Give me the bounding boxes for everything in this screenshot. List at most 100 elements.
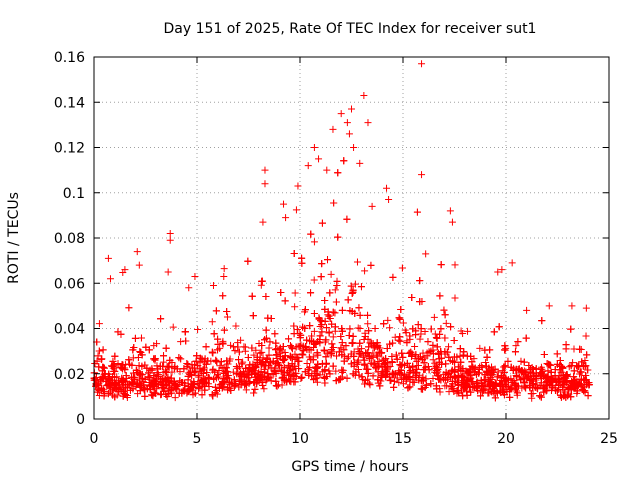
data-point bbox=[469, 363, 477, 371]
data-point bbox=[378, 363, 386, 371]
data-point bbox=[409, 362, 417, 370]
data-point bbox=[125, 356, 133, 364]
data-point bbox=[181, 379, 189, 387]
data-point bbox=[281, 355, 289, 363]
data-point bbox=[181, 328, 189, 336]
data-point bbox=[111, 379, 119, 387]
data-point bbox=[223, 374, 231, 382]
data-point bbox=[215, 366, 223, 374]
data-point bbox=[297, 374, 305, 382]
data-point bbox=[510, 377, 518, 385]
data-point-peak bbox=[446, 207, 454, 215]
data-point-peak bbox=[422, 250, 430, 258]
data-point bbox=[251, 385, 259, 393]
data-point bbox=[134, 353, 142, 361]
data-point-peak bbox=[348, 105, 355, 113]
data-point bbox=[387, 376, 395, 384]
data-point bbox=[145, 346, 153, 354]
data-point bbox=[157, 315, 165, 323]
data-point bbox=[343, 215, 351, 223]
y-tick-label: 0 bbox=[76, 412, 85, 428]
data-point bbox=[95, 363, 103, 371]
data-point bbox=[475, 365, 483, 373]
data-point-peak bbox=[329, 125, 337, 133]
data-point bbox=[286, 352, 294, 360]
data-point bbox=[460, 385, 468, 393]
data-point bbox=[285, 335, 293, 343]
data-point bbox=[321, 305, 329, 313]
data-point bbox=[318, 219, 326, 227]
data-point bbox=[263, 375, 271, 383]
data-point bbox=[243, 377, 251, 385]
data-point bbox=[241, 379, 249, 387]
data-point bbox=[202, 343, 210, 351]
data-point bbox=[347, 360, 355, 368]
data-point-peak bbox=[498, 266, 506, 274]
data-point bbox=[333, 352, 341, 360]
data-point bbox=[232, 322, 240, 330]
data-point bbox=[94, 352, 102, 360]
data-point bbox=[344, 296, 352, 304]
data-point bbox=[361, 380, 369, 388]
data-point bbox=[465, 368, 473, 376]
data-point bbox=[536, 392, 544, 400]
data-point bbox=[114, 328, 122, 336]
data-point-peak bbox=[294, 182, 302, 190]
data-point bbox=[340, 157, 348, 165]
data-point bbox=[298, 254, 306, 262]
data-point bbox=[414, 361, 422, 369]
data-point-peak bbox=[259, 218, 267, 226]
data-point bbox=[263, 354, 271, 362]
data-point bbox=[503, 388, 511, 396]
data-point bbox=[188, 361, 196, 369]
data-point bbox=[482, 358, 490, 366]
data-point bbox=[355, 304, 363, 312]
data-point bbox=[451, 373, 459, 381]
data-point bbox=[417, 325, 425, 333]
data-point bbox=[378, 373, 386, 381]
data-point bbox=[190, 380, 198, 388]
data-point bbox=[197, 355, 205, 363]
data-point bbox=[348, 339, 356, 347]
data-point bbox=[180, 365, 188, 373]
data-point bbox=[463, 369, 471, 377]
data-point bbox=[295, 365, 303, 373]
data-point bbox=[269, 357, 277, 365]
data-point bbox=[185, 369, 193, 377]
data-point bbox=[582, 371, 590, 379]
data-point bbox=[153, 340, 161, 348]
data-point bbox=[579, 387, 587, 395]
data-point bbox=[582, 332, 590, 340]
data-point bbox=[405, 350, 413, 358]
data-point bbox=[450, 387, 458, 395]
data-point bbox=[95, 386, 103, 394]
data-point bbox=[303, 359, 311, 367]
data-point bbox=[545, 360, 553, 368]
data-point bbox=[100, 364, 108, 372]
data-point bbox=[540, 351, 548, 359]
data-point bbox=[108, 362, 116, 370]
data-point bbox=[403, 339, 411, 347]
data-point bbox=[568, 377, 576, 385]
data-point-peak bbox=[315, 155, 323, 163]
data-point bbox=[212, 307, 220, 315]
data-point bbox=[325, 329, 333, 337]
data-point bbox=[396, 333, 404, 341]
data-point bbox=[442, 319, 450, 327]
data-point bbox=[111, 352, 119, 360]
data-point bbox=[278, 366, 286, 374]
data-point bbox=[217, 358, 225, 366]
data-point bbox=[210, 330, 218, 338]
data-point bbox=[266, 359, 274, 367]
data-point bbox=[491, 365, 499, 373]
data-point bbox=[372, 363, 380, 371]
data-point bbox=[567, 325, 575, 333]
data-point bbox=[445, 343, 453, 351]
data-point bbox=[584, 366, 592, 374]
y-tick-label: 0.12 bbox=[54, 141, 85, 157]
data-point bbox=[441, 334, 449, 342]
data-point bbox=[499, 381, 507, 389]
data-point-peak bbox=[345, 130, 353, 138]
data-point bbox=[355, 350, 363, 358]
data-point bbox=[242, 364, 250, 372]
